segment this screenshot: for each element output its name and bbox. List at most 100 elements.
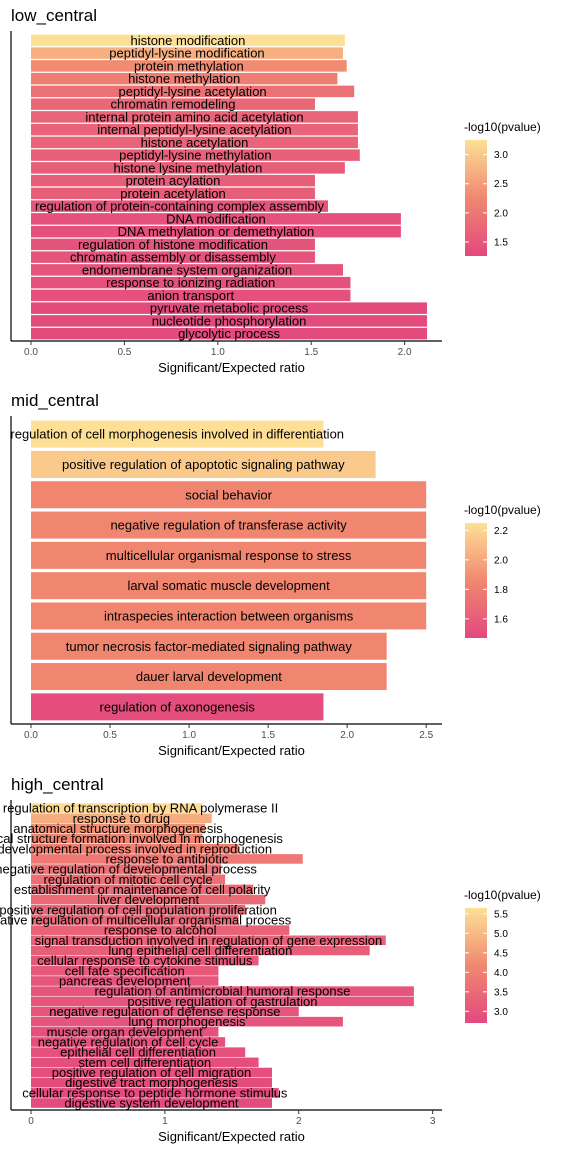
bar	[31, 200, 329, 212]
x-tick-label: 3	[430, 1116, 436, 1127]
legend-tick-label: 3.5	[494, 987, 508, 998]
bar-label: regulation of mitotic cell cycle	[44, 872, 213, 887]
bar	[31, 1037, 226, 1047]
bar-label: larval somatic muscle development	[127, 578, 330, 593]
bar	[31, 1098, 272, 1108]
bar	[31, 315, 428, 327]
bar-label-group: positive regulation of transcription by …	[0, 801, 382, 1111]
bar-label: chromatin assembly or disassembly	[70, 250, 276, 265]
bar	[31, 945, 370, 956]
bar-label: positive regulation of transcription by …	[0, 801, 278, 816]
legend-title: -log10(pvalue)	[464, 503, 541, 517]
bar	[31, 1057, 259, 1068]
bar-label: tumor necrosis factor-mediated signaling…	[66, 639, 353, 654]
bar-label: lung epithelial cell differentiation	[108, 943, 292, 958]
bar	[31, 955, 259, 966]
bar	[31, 874, 226, 885]
bar	[31, 123, 358, 136]
bar-label: histone lysine methylation	[114, 160, 263, 175]
bar	[31, 47, 343, 59]
bar-label: histone methylation	[128, 71, 240, 86]
x-tick-label: 1.0	[182, 730, 196, 741]
panel-low-central: low_central histone modificationpeptidyl…	[10, 6, 541, 375]
bar-label: muscle organ development	[47, 1024, 203, 1039]
bar-label: pancreas development	[59, 973, 191, 988]
bar-label: positive regulation of cell population p…	[0, 902, 277, 917]
x-tick-label: 0	[28, 1116, 34, 1127]
x-tick-label: 2	[296, 1116, 302, 1127]
bar-label: establishment or maintenance of cell pol…	[14, 882, 271, 897]
legend-colorbar	[465, 523, 487, 638]
x-tick-label: 0.5	[117, 347, 131, 358]
bar-label: regulation of cell morphogenesis involve…	[10, 427, 344, 442]
bar	[31, 111, 358, 123]
x-tick-label: 0.5	[103, 730, 117, 741]
color-legend: -log10(pvalue) 1.5 2.0 2.5 3.0	[464, 120, 541, 256]
bar-label: internal peptidyl-lysine acetylation	[97, 122, 291, 137]
bar	[31, 420, 324, 448]
bar	[31, 327, 428, 340]
bar	[31, 136, 358, 149]
bar-label: endomembrane system organization	[82, 262, 292, 277]
x-ticks: 0.0 0.5 1.0 1.5 2.0 2.5	[24, 724, 434, 741]
bar-label: protein methylation	[134, 58, 244, 73]
panel-title: high_central	[11, 775, 104, 794]
legend-tick-label: 3.0	[494, 1007, 508, 1018]
bar	[31, 935, 386, 946]
legend-tick-label: 2.0	[494, 555, 508, 566]
bar	[31, 149, 360, 161]
x-tick-label: 1.0	[211, 347, 225, 358]
bar	[31, 72, 338, 85]
bar-label: positive regulation of gastrulation	[127, 994, 317, 1009]
x-axis-title: Significant/Expected ratio	[158, 1129, 305, 1144]
bar-label: negative regulation of defense response	[49, 1004, 280, 1019]
bar-label: response to drug	[73, 811, 171, 826]
bar	[31, 213, 401, 225]
x-tick-label: 1.5	[261, 730, 275, 741]
bar-label: regulation of antimicrobial humoral resp…	[95, 984, 351, 999]
legend-ticks: 1.5 2.0 2.5 3.0	[465, 150, 508, 249]
x-tick-label: 2.0	[398, 347, 412, 358]
legend-title: -log10(pvalue)	[464, 120, 541, 134]
bar-label: developmental process involved in reprod…	[0, 841, 272, 856]
bar	[31, 541, 427, 569]
bar	[31, 1067, 272, 1078]
legend-ticks: 1.6 1.8 2.0 2.2	[465, 526, 508, 625]
bar	[31, 823, 206, 834]
bar	[31, 833, 203, 844]
bar	[31, 572, 427, 600]
panel-high-central: high_central positive regulation of tran…	[0, 775, 541, 1144]
bar	[31, 915, 239, 925]
bar	[31, 602, 427, 630]
bar	[31, 864, 222, 874]
bar-label: cellular response to peptide hormone sti…	[22, 1085, 288, 1100]
x-tick-label: 1	[162, 1116, 168, 1127]
bar-label: internal protein amino acid acetylation	[85, 109, 303, 124]
bar	[31, 986, 414, 996]
bar	[31, 843, 239, 854]
bar	[31, 251, 315, 263]
bar-label: histone acetylation	[141, 135, 249, 150]
bar-label: cell fate specification	[65, 963, 185, 978]
legend-tick-label: 2.5	[494, 179, 508, 190]
legend-tick-label: 5.5	[494, 909, 508, 920]
bar-label: negative regulation of developmental pro…	[0, 862, 257, 877]
bar-label: response to antibiotic	[105, 851, 228, 866]
bar-label: signal transduction involved in regulati…	[35, 933, 383, 948]
bar-label: lung morphogenesis	[128, 1014, 246, 1029]
bar-label: social behavior	[185, 487, 272, 502]
bar	[31, 1016, 343, 1027]
bar-label: histone modification	[130, 33, 245, 48]
x-axis-title: Significant/Expected ratio	[158, 743, 305, 758]
bar	[31, 1027, 219, 1037]
bar-label: negative regulation of multicellular org…	[0, 912, 292, 927]
bar-label: negative regulation of cell cycle	[38, 1034, 219, 1049]
x-ticks: 0.0 0.5 1.0 1.5 2.0	[24, 341, 412, 358]
bar-label: negative regulation of transferase activ…	[110, 518, 347, 533]
bar-label: positive regulation of apoptotic signali…	[62, 457, 345, 472]
bar	[31, 1088, 279, 1098]
legend-title: -log10(pvalue)	[464, 888, 541, 902]
x-ticks: 0 1 2 3	[28, 1110, 436, 1127]
legend-tick-label: 1.5	[494, 238, 508, 249]
